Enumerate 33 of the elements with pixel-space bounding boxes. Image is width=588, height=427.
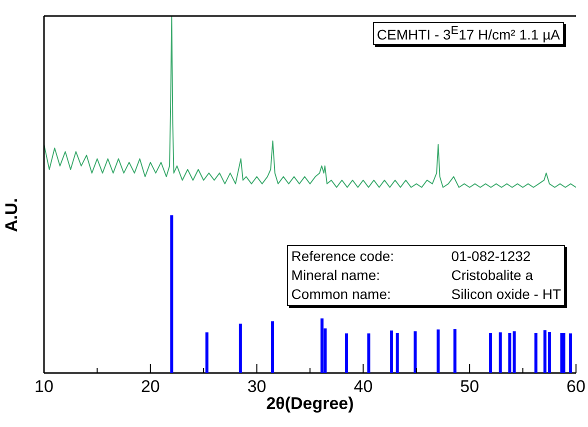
bar [238, 324, 242, 373]
bar [170, 215, 174, 373]
annotation: Silicon oxide - HT [451, 285, 561, 304]
y-axis-title: A.U. [2, 198, 22, 232]
bar [205, 332, 208, 373]
x-tick-label: 40 [354, 377, 373, 396]
x-tick-label: 50 [460, 377, 480, 396]
annotation: 01-082-1232 [451, 247, 532, 266]
bar [512, 331, 516, 373]
bar [396, 333, 399, 373]
bar [390, 330, 393, 373]
x-axis-title: 2θ(Degree) [266, 394, 354, 413]
x-tick-label: 30 [247, 377, 266, 396]
bar [436, 329, 440, 373]
annotation: Mineral name: [291, 266, 381, 285]
annotation: Cristobalite a [451, 266, 534, 285]
bar [508, 333, 512, 373]
bar [568, 333, 572, 373]
bar [534, 333, 538, 373]
annotation: CEMHTI - 3$^{E}$17 H/cm² 1.1 µA [372, 22, 564, 45]
x-tick-label: 10 [34, 377, 54, 396]
annotation: Common name: [291, 285, 392, 304]
x-tick-label: 20 [140, 377, 160, 396]
bar [367, 333, 370, 373]
annotation: Reference code: [291, 247, 396, 266]
bar [271, 321, 274, 373]
bar [498, 332, 502, 373]
bar [344, 333, 348, 373]
x-tick-label: 60 [566, 377, 586, 396]
bar [489, 333, 492, 373]
bar [320, 318, 324, 373]
bar [453, 329, 456, 373]
bar [414, 331, 417, 373]
